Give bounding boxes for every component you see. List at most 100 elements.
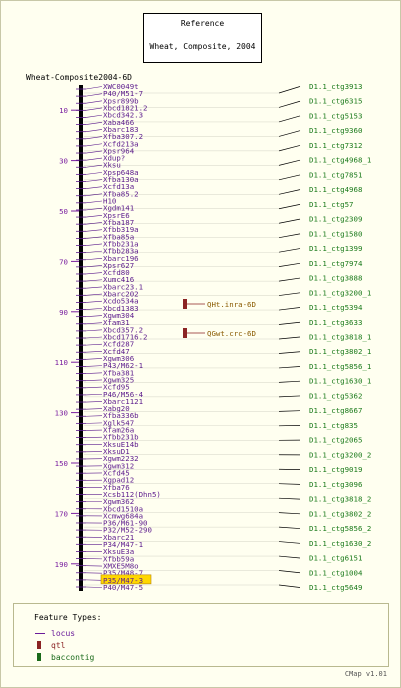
marker-label[interactable]: Xfba85.2 [103,189,139,198]
marker-label[interactable]: Xfam26a [103,426,134,435]
marker-label[interactable]: Xfbb231a [103,239,139,248]
contig-label[interactable]: D1.1_ctg7312 [309,141,362,150]
marker-label[interactable]: Xbarc202 [103,290,139,299]
marker-label[interactable]: Xdup? [103,154,125,163]
marker-label[interactable]: Xcfd80 [103,268,130,277]
marker-label[interactable]: Xcdo534a [103,297,139,306]
contig-label[interactable]: D1.1_ctg2309 [309,215,362,224]
marker-label[interactable]: Xfba76 [103,483,130,492]
marker-label[interactable]: Xpsp648a [103,168,139,177]
marker-label[interactable]: Xbcd357.2 [103,325,143,334]
marker-label[interactable]: Xfbb59a [103,554,134,563]
marker-label[interactable]: Xfba187 [103,218,134,227]
contig-label[interactable]: D1.1_ctg2065 [309,436,362,445]
contig-label[interactable]: D1.1_ctg3818_2 [309,495,371,504]
map-title[interactable]: Wheat-Composite2004-6D [26,73,132,82]
marker-label[interactable]: P32/M52-290 [103,526,152,535]
contig-label[interactable]: D1.1_ctg3200_2 [309,450,371,459]
contig-label[interactable]: D1.1_ctg7851 [309,170,362,179]
contig-label[interactable]: D1.1_ctg5362 [309,391,362,400]
contig-label[interactable]: D1.1_ctg3802_2 [309,509,371,518]
marker-label[interactable]: Xfbb231b [103,433,139,442]
contig-label[interactable]: D1.1_ctg1580 [309,229,362,238]
marker-label[interactable]: Xgwm312 [103,461,134,470]
qtl-bar[interactable] [183,299,187,309]
marker-label[interactable]: Xfba336b [103,411,139,420]
marker-label[interactable]: XpsrE6 [103,211,130,220]
marker-label[interactable]: Xcfd13a [103,182,134,191]
marker-label[interactable]: Xbarc21 [103,533,134,542]
contig-label[interactable]: D1.1_ctg9360 [309,126,362,135]
contig-label[interactable]: D1.1_ctg9019 [309,465,362,474]
marker-label[interactable]: Xfba85a [103,232,134,241]
marker-label[interactable]: Xbcd1383 [103,304,139,313]
contig-label[interactable]: D1.1_ctg6151 [309,554,362,563]
contig-label[interactable]: D1.1_ctg8667 [309,406,362,415]
contig-label[interactable]: D1.1_ctg6315 [309,97,362,106]
marker-label[interactable]: Xfam31 [103,318,130,327]
marker-label[interactable]: Xbarc196 [103,254,139,263]
marker-label[interactable]: Xfba130a [103,175,139,184]
marker-label[interactable]: P36/M61-90 [103,519,148,528]
marker-label[interactable]: Xabg20 [103,404,130,413]
contig-label[interactable]: D1.1_ctg3633 [309,318,362,327]
marker-label[interactable]: Xbarc183 [103,125,139,134]
marker-label[interactable]: Xbcd1510a [103,504,143,513]
contig-label[interactable]: D1.1_ctg1630_1 [309,377,371,386]
marker-label[interactable]: Xgwm362 [103,497,134,506]
contig-label[interactable]: D1.1_ctg1399 [309,244,362,253]
contig-label[interactable]: D1.1_ctg7974 [309,259,363,268]
contig-label[interactable]: D1.1_ctg835 [309,421,358,430]
marker-label[interactable]: P35/M48-7 [103,569,143,578]
marker-label[interactable]: Xfbb319a [103,225,139,234]
marker-label[interactable]: Xumc416 [103,275,134,284]
marker-label[interactable]: Xcfd213a [103,139,139,148]
marker-label[interactable]: Xgwm304 [103,311,135,320]
marker-label[interactable]: Xbarc23.1 [103,282,143,291]
contig-label[interactable]: D1.1_ctg3818_1 [309,333,371,342]
marker-label[interactable]: P43/M62-1 [103,361,143,370]
marker-label[interactable]: Xglk547 [103,418,134,427]
marker-label[interactable]: P46/M56-4 [103,390,144,399]
contig-label[interactable]: D1.1_ctg3200_1 [309,288,371,297]
contig-label[interactable]: D1.1_ctg5394 [309,303,363,312]
marker-label[interactable]: XMXE5M8o [103,562,139,571]
marker-label[interactable]: P34/M47-1 [103,540,143,549]
contig-label[interactable]: D1.1_ctg3888 [309,274,362,283]
marker-label[interactable]: Xbarc1121 [103,397,143,406]
contig-label[interactable]: D1.1_ctg3096 [309,480,362,489]
marker-label[interactable]: P35/M47-3 [103,576,143,585]
contig-label[interactable]: D1.1_ctg57 [309,200,354,209]
marker-label[interactable]: Xcfd45 [103,468,130,477]
marker-label[interactable]: Xcfd47 [103,347,130,356]
qtl-label[interactable]: QHt.inra-6D [207,300,256,309]
marker-label[interactable]: Xfba307.2 [103,132,143,141]
marker-label[interactable]: Xcsb112(Dhn5) [103,490,161,499]
marker-label[interactable]: XWC0049t [103,82,139,91]
marker-label[interactable]: XksuD1 [103,447,130,456]
marker-label[interactable]: Xgwm306 [103,354,134,363]
marker-label[interactable]: Xgpad12 [103,476,134,485]
marker-label[interactable]: Xgwm325 [103,375,134,384]
marker-label[interactable]: Xgwm2232 [103,454,139,463]
contig-label[interactable]: D1.1_ctg5856_1 [309,362,371,371]
marker-label[interactable]: Xcmwg684a [103,511,143,520]
qtl-label[interactable]: QGwt.crc-6D [207,329,256,338]
contig-label[interactable]: D1.1_ctg1630_2 [309,539,371,548]
contig-label[interactable]: D1.1_ctg1004 [309,568,363,577]
marker-label[interactable]: Xbcd1821.2 [103,103,148,112]
marker-label[interactable]: Xfbb283a [103,247,139,256]
contig-label[interactable]: D1.1_ctg3802_1 [309,347,371,356]
marker-label[interactable]: XksuE14b [103,440,139,449]
marker-label[interactable]: Xfba381 [103,368,134,377]
contig-label[interactable]: D1.1_ctg5153 [309,111,362,120]
marker-label[interactable]: P40/M51-7 [103,89,143,98]
marker-label[interactable]: Xpsr627 [103,261,134,270]
contig-label[interactable]: D1.1_ctg5856_2 [309,524,371,533]
contig-label[interactable]: D1.1_ctg4968_1 [309,156,371,165]
marker-label[interactable]: H10 [103,197,116,206]
marker-label[interactable]: Xcfd287 [103,340,134,349]
marker-label[interactable]: XksuE3a [103,547,134,556]
marker-label[interactable]: Xksu [103,161,121,170]
qtl-bar[interactable] [183,328,187,338]
